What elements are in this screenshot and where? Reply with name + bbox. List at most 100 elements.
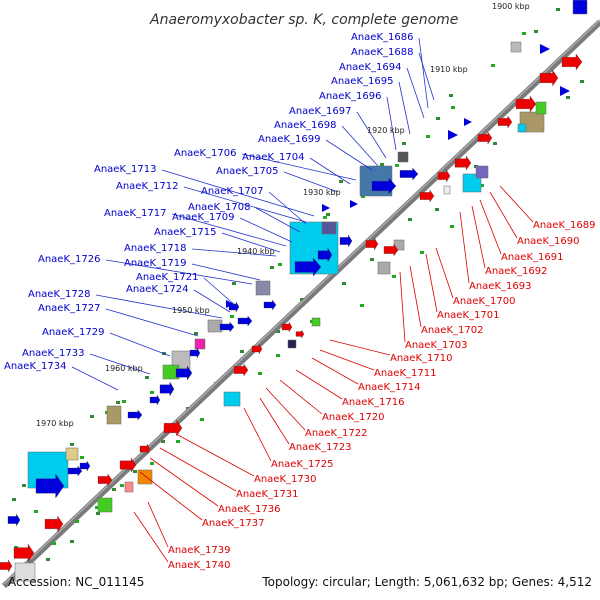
- ruler-tick: [402, 142, 406, 145]
- rna-mark: [276, 354, 280, 357]
- gene-label-forward: AnaeK_1695: [331, 76, 393, 87]
- gene-label-reverse: AnaeK_1691: [501, 252, 563, 263]
- gene-label-reverse: AnaeK_1739: [168, 545, 230, 556]
- gene-label-forward: AnaeK_1708: [188, 202, 250, 213]
- ruler-tick: [370, 258, 374, 261]
- gene-arrow: [295, 329, 305, 339]
- gene-label-reverse: AnaeK_1710: [390, 353, 452, 364]
- rna-mark: [278, 263, 282, 266]
- gene-label-reverse: AnaeK_1723: [289, 442, 351, 453]
- gene-label-forward: AnaeK_1733: [22, 348, 84, 359]
- ruler-tick: [194, 332, 198, 335]
- rna-mark: [150, 391, 154, 394]
- rna-mark: [450, 225, 454, 228]
- gene-arrow: [437, 169, 451, 183]
- ruler-tick: [161, 440, 165, 443]
- leader-line: [239, 217, 293, 243]
- gene-arrow: [44, 515, 64, 533]
- ruler-tick: [96, 512, 100, 515]
- map-title: Anaeromyxobacter sp. K, complete genome: [149, 12, 458, 28]
- gene-label-reverse: AnaeK_1731: [236, 489, 298, 500]
- gene-arrow: [0, 559, 13, 573]
- ruler-tick: [22, 484, 26, 487]
- gene-arrow: [419, 189, 435, 203]
- leader-line: [386, 96, 397, 151]
- ruler-tick: [580, 80, 584, 83]
- ruler-tick: [70, 540, 74, 543]
- leader-line: [325, 139, 373, 171]
- leader-line: [409, 265, 422, 328]
- gene-label-forward: AnaeK_1688: [351, 47, 413, 58]
- rna-mark: [52, 542, 56, 545]
- gene-label-forward: AnaeK_1696: [319, 91, 381, 102]
- leader-line: [147, 501, 169, 548]
- gene-label-forward: AnaeK_1712: [116, 181, 178, 192]
- leader-line: [105, 308, 199, 337]
- leader-line: [341, 125, 379, 167]
- feature-box: [106, 405, 122, 425]
- gene-label-forward: AnaeK_1686: [351, 32, 413, 43]
- ruler-label: 1920 kbp: [367, 126, 405, 135]
- rna-mark: [522, 32, 526, 35]
- ruler-label: 1960 kbp: [105, 364, 143, 373]
- ruler-tick: [435, 208, 439, 211]
- gene-label-forward: AnaeK_1704: [242, 152, 304, 163]
- leader-line: [259, 397, 290, 445]
- gene-label-forward: AnaeK_1719: [124, 258, 186, 269]
- ruler-tick: [232, 282, 236, 285]
- gene-label-reverse: AnaeK_1736: [218, 504, 280, 515]
- leader-line: [193, 289, 231, 313]
- gene-label-reverse: AnaeK_1693: [469, 281, 531, 292]
- gene-arrow: [339, 234, 353, 248]
- rna-mark: [360, 304, 364, 307]
- gene-triangle: [464, 118, 472, 126]
- gene-arrow: [97, 473, 113, 487]
- gene-arrow: [317, 247, 333, 263]
- genome-backbone-highlight: [3, 19, 600, 585]
- feature-box: [223, 391, 241, 407]
- feature-box: [462, 173, 482, 193]
- gene-label-reverse: AnaeK_1692: [485, 266, 547, 277]
- gene-label-forward: AnaeK_1734: [4, 361, 66, 372]
- leader-line: [329, 339, 391, 356]
- leader-line: [171, 213, 287, 247]
- rna-mark: [426, 135, 430, 138]
- feature-box: [377, 261, 391, 275]
- gene-label-forward: AnaeK_1726: [38, 254, 100, 265]
- ruler-tick: [449, 94, 453, 97]
- gene-arrow: [127, 409, 143, 421]
- gene-label-forward: AnaeK_1728: [28, 289, 90, 300]
- leader-line: [221, 232, 281, 253]
- gene-arrow: [477, 131, 493, 145]
- feature-box: [510, 41, 522, 53]
- leader-line: [191, 248, 277, 257]
- feature-box: [397, 151, 409, 163]
- leader-line: [268, 191, 307, 225]
- leader-line: [295, 369, 343, 400]
- gene-label-reverse: AnaeK_1740: [168, 560, 230, 571]
- gene-label-reverse: AnaeK_1737: [202, 518, 264, 529]
- feature-box: [311, 317, 321, 327]
- feature-box: [287, 339, 297, 349]
- gene-arrow: [7, 513, 21, 527]
- gene-arrow: [454, 155, 472, 171]
- ruler-tick: [566, 96, 570, 99]
- gene-triangle: [540, 44, 550, 54]
- gene-label-forward: AnaeK_1718: [124, 243, 186, 254]
- gene-label-reverse: AnaeK_1714: [358, 382, 420, 393]
- gene-triangle: [226, 300, 234, 308]
- rna-mark: [200, 418, 204, 421]
- feature-box: [321, 221, 337, 235]
- rna-mark: [120, 484, 124, 487]
- rna-mark: [150, 462, 154, 465]
- leader-line: [418, 52, 435, 101]
- gene-label-reverse: AnaeK_1720: [322, 412, 384, 423]
- gene-labels: AnaeK_1686 AnaeK_1688 AnaeK_1694 AnaeK_1695…: [4, 32, 595, 571]
- leader-line: [499, 185, 534, 223]
- gene-label-forward: AnaeK_1694: [339, 62, 401, 73]
- gene-arrow: [35, 473, 65, 499]
- leader-line: [425, 253, 438, 313]
- gene-label-forward: AnaeK_1699: [258, 134, 320, 145]
- gene-arrow: [539, 69, 559, 87]
